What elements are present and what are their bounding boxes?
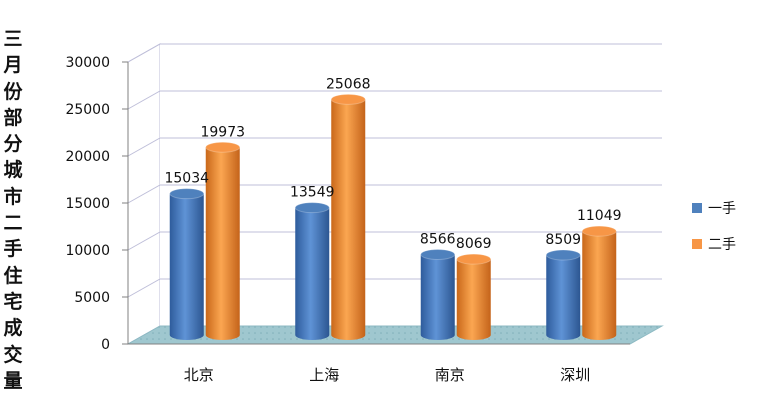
bar-二手-南京 [456,259,491,340]
legend-item-series-2: 二手 [692,226,736,262]
bar-top-二手-上海 [330,93,366,105]
y-tick-label: 10000 [65,243,110,259]
bar-top-二手-南京 [456,253,492,265]
gridline-25000 [127,90,662,110]
data-label: 8566 [420,231,456,247]
bar-二手-深圳 [582,231,617,340]
bar-二手-北京 [205,147,240,340]
x-tick-label: 北京 [184,366,214,384]
data-label: 19973 [200,124,245,140]
gridline-15000 [127,184,662,204]
bar-top-二手-北京 [205,141,241,153]
x-tick-label: 深圳 [560,366,590,384]
x-tick-label: 南京 [435,366,465,384]
bar-一手-深圳 [546,255,581,340]
gridline-10000 [127,231,662,251]
legend-swatch-series-2 [692,239,702,249]
data-label: 8069 [456,236,492,252]
legend: 一手 二手 [692,190,736,262]
y-tick-label: 25000 [65,102,110,118]
bar-top-一手-北京 [169,188,205,200]
bar-二手-上海 [331,99,366,340]
bar-top-二手-深圳 [581,225,617,237]
bar-top-一手-深圳 [545,249,581,261]
bar-top-一手-南京 [420,248,456,260]
data-label: 15034 [164,171,209,187]
data-label: 8509 [545,232,581,248]
legend-item-series-1: 一手 [692,190,736,226]
y-tick-label: 20000 [65,149,110,165]
bar-top-一手-上海 [294,202,330,214]
data-label: 13549 [290,185,335,201]
bar-一手-上海 [295,207,330,340]
legend-label-series-1: 一手 [708,201,736,217]
y-tick-label: 0 [101,337,110,353]
gridline-30000 [127,43,662,63]
legend-swatch-series-1 [692,203,702,213]
y-tick-label: 5000 [74,290,110,306]
data-label: 25068 [326,76,371,92]
gridline-20000 [127,137,662,157]
bar-一手-南京 [420,254,455,340]
bar-一手-北京 [169,193,204,340]
chart-title: 三月份部分城市二手住宅成交量 [3,28,23,392]
x-tick-label: 上海 [309,366,339,384]
legend-label-series-2: 二手 [708,237,736,253]
y-tick-label: 30000 [65,55,110,71]
data-label: 11049 [577,208,622,224]
gridline-5000 [127,278,662,298]
y-tick-label: 15000 [65,196,110,212]
